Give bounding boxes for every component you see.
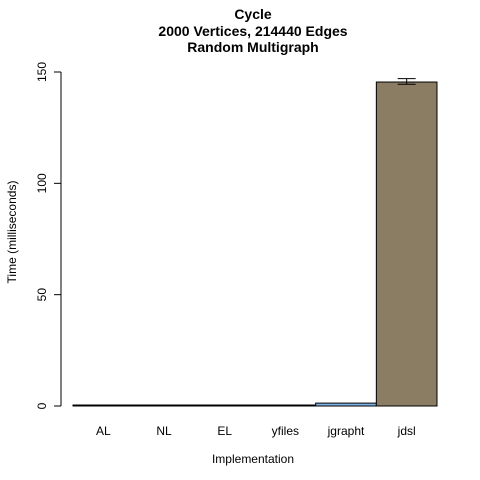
x-tick-label-jdsl: jdsl [397, 424, 416, 438]
y-tick-label: 150 [35, 62, 49, 82]
bar-jgrapht [315, 402, 377, 407]
chart-title: Cycle [234, 6, 272, 22]
bars [72, 78, 438, 407]
error-bar-jdsl [397, 78, 416, 85]
bar-NL [133, 404, 195, 407]
x-tick-labels: AL NL EL yfiles jgrapht jdsl [96, 424, 416, 438]
y-axis: 0 50 100 150 [35, 62, 62, 409]
x-tick-label-NL: NL [156, 424, 172, 438]
bar-EL [193, 404, 256, 407]
x-axis-label: Implementation [212, 452, 294, 466]
bar-yfiles [254, 404, 317, 407]
x-tick-label-AL: AL [96, 424, 111, 438]
bar-AL [72, 404, 135, 407]
x-tick-label-EL: EL [217, 424, 232, 438]
chart-subtitle-line-1: 2000 Vertices, 214440 Edges [158, 23, 347, 39]
y-axis-label: Time (milliseconds) [5, 181, 19, 284]
y-tick-label: 50 [35, 288, 49, 302]
y-tick-label: 0 [35, 402, 49, 409]
x-tick-label-yfiles: yfiles [272, 424, 299, 438]
x-tick-label-jgrapht: jgrapht [327, 424, 365, 438]
chart-subtitle-line-2: Random Multigraph [187, 39, 318, 55]
y-tick-label: 100 [35, 173, 49, 193]
bar-jdsl [375, 81, 438, 407]
